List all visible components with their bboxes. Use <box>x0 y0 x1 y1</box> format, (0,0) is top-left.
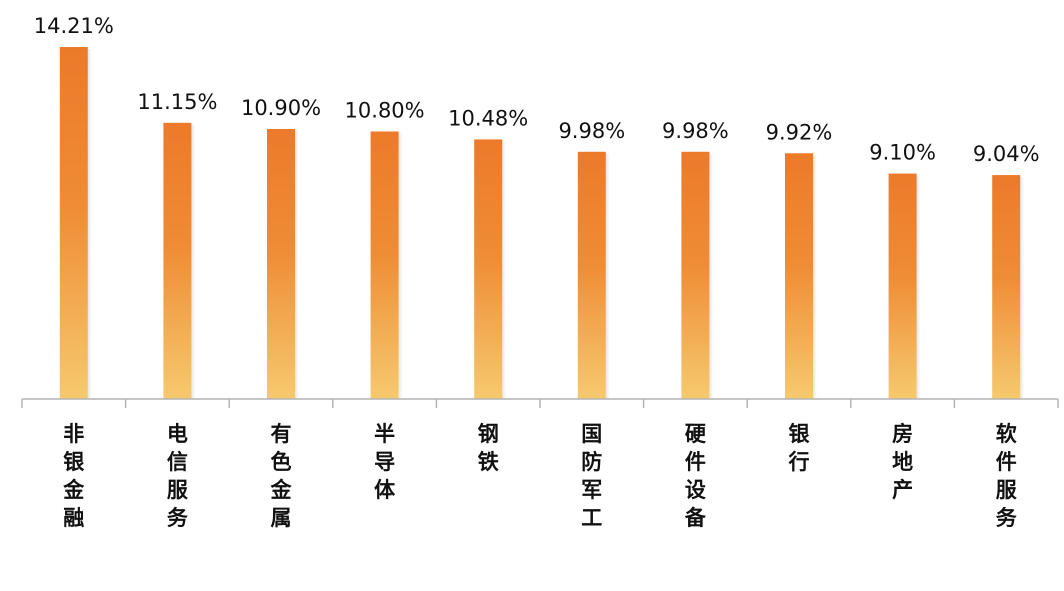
bar-钢铁 <box>474 139 503 399</box>
category-label: 电信服务 <box>167 422 189 530</box>
bar-国防军工 <box>577 151 606 399</box>
bars-layer <box>59 47 1025 399</box>
data-label: 9.92% <box>766 120 833 144</box>
data-label: 9.10% <box>869 141 936 165</box>
data-label: 14.21% <box>34 14 114 38</box>
bar-shadow <box>813 155 817 399</box>
bar-shadow <box>502 141 507 399</box>
bar-shadow <box>295 130 299 399</box>
bar-shadow <box>398 133 403 399</box>
bar-shadow <box>709 153 714 399</box>
category-label: 房地产 <box>892 422 913 502</box>
data-label: 9.98% <box>662 119 729 143</box>
category-label: 有色金属 <box>270 422 293 530</box>
category-label: 银行 <box>788 422 811 474</box>
category-label: 非银金融 <box>62 422 85 530</box>
bar-shadow <box>916 175 921 399</box>
x-axis <box>21 398 1059 408</box>
data-label: 11.15% <box>137 90 217 114</box>
category-labels-layer: 非银金融 电信服务 有色金属 半导体 钢铁 国防军工 硬件设备 银行 房地产 软件服务 <box>62 422 1017 530</box>
bar-硬件设备 <box>681 151 710 399</box>
data-label: 9.98% <box>558 119 625 143</box>
bar-房地产 <box>888 173 917 399</box>
data-label: 10.80% <box>345 98 425 122</box>
bar-非银金融 <box>59 47 88 399</box>
bar-软件服务 <box>992 175 1021 399</box>
bar-半导体 <box>370 131 399 399</box>
category-label: 软件服务 <box>996 422 1018 530</box>
bar-有色金属 <box>267 128 295 399</box>
category-label: 钢铁 <box>478 422 499 474</box>
bar-shadow <box>605 153 610 399</box>
data-labels-layer: 14.21% 11.15% 10.90% 10.80% 10.48% 9.98% 9.98%… <box>34 14 1040 166</box>
category-label: 半导体 <box>374 422 396 502</box>
category-label: 国防军工 <box>581 422 602 530</box>
bar-银行 <box>785 153 813 399</box>
data-label: 10.48% <box>448 106 528 130</box>
bar-shadow <box>191 124 196 399</box>
bar-电信服务 <box>163 122 192 399</box>
bar-shadow <box>1020 177 1025 399</box>
category-label: 硬件设备 <box>684 422 707 530</box>
data-label: 9.04% <box>973 142 1040 166</box>
data-label: 10.90% <box>241 96 321 120</box>
bar-shadow <box>87 49 92 399</box>
